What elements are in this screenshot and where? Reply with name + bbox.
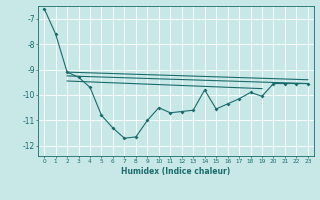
X-axis label: Humidex (Indice chaleur): Humidex (Indice chaleur): [121, 167, 231, 176]
